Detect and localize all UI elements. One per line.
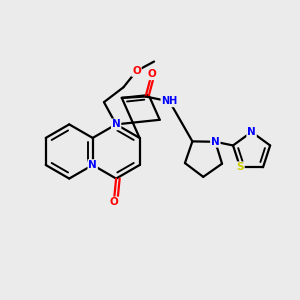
Text: NH: NH (161, 96, 178, 106)
Text: N: N (247, 127, 256, 137)
Text: O: O (147, 69, 156, 79)
Text: N: N (112, 119, 121, 129)
Text: O: O (110, 197, 118, 207)
Text: O: O (132, 66, 141, 76)
Text: N: N (88, 160, 97, 170)
Text: S: S (236, 162, 244, 172)
Text: N: N (211, 137, 220, 147)
